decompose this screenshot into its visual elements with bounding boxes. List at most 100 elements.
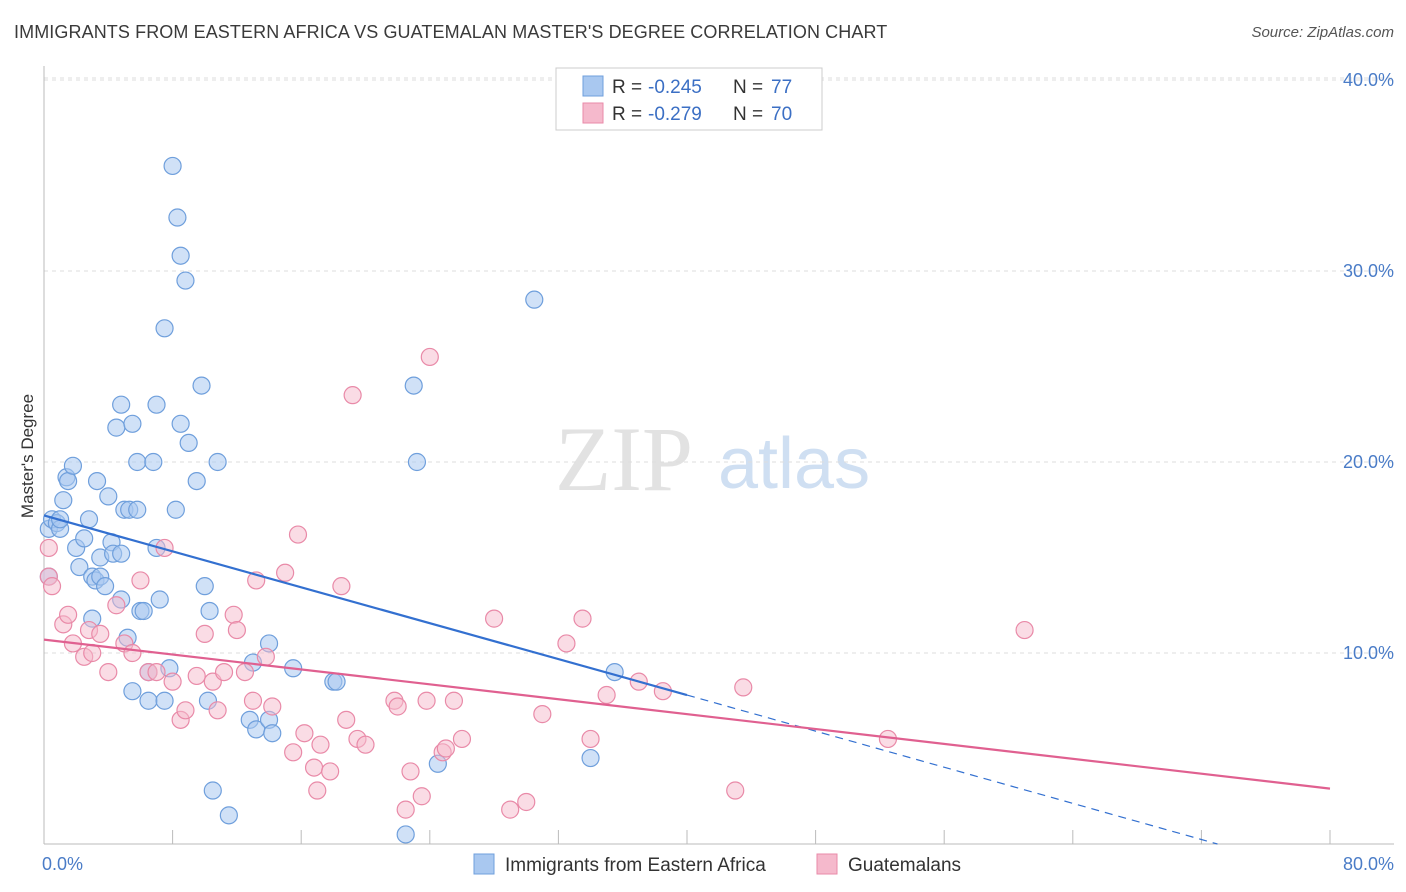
point-eastern-africa-31 [123, 414, 142, 433]
point-guatemalans-36 [295, 724, 314, 743]
point-guatemalans-56 [452, 729, 472, 749]
point-guatemalans-34 [284, 743, 303, 762]
y-tick-label-1: 20.0% [1343, 452, 1394, 472]
point-eastern-africa-17 [87, 472, 107, 491]
trend-line-eastern-africa [43, 514, 688, 697]
chart-title: IMMIGRANTS FROM EASTERN AFRICA VS GUATEM… [14, 22, 888, 42]
source-label: Source: ZipAtlas.com [1251, 24, 1394, 41]
point-guatemalans-31 [256, 647, 275, 666]
point-eastern-africa-74 [525, 290, 544, 309]
series-eastern-africa-points [39, 156, 624, 844]
point-guatemalans-52 [420, 347, 439, 367]
point-eastern-africa-58 [203, 781, 222, 800]
legend-n-value-2: 70 [771, 104, 792, 125]
point-eastern-africa-48 [168, 208, 187, 227]
point-guatemalans-13 [123, 643, 142, 663]
point-guatemalans-58 [501, 800, 520, 819]
point-eastern-africa-12 [75, 529, 94, 548]
point-guatemalans-61 [557, 634, 576, 653]
point-guatemalans-27 [227, 620, 246, 640]
bottom-legend-label-eastern-africa: Immigrants from Eastern Africa [505, 855, 766, 876]
point-guatemalans-4 [59, 605, 78, 624]
point-guatemalans-20 [176, 701, 195, 720]
point-eastern-africa-25 [112, 544, 131, 563]
point-guatemalans-11 [107, 596, 126, 615]
point-guatemalans-45 [356, 735, 375, 754]
point-eastern-africa-6 [54, 491, 73, 510]
point-guatemalans-28 [235, 662, 255, 682]
point-guatemalans-25 [214, 662, 234, 682]
point-guatemalans-14 [131, 571, 150, 590]
point-eastern-africa-69 [327, 672, 346, 691]
point-guatemalans-66 [653, 682, 672, 701]
point-eastern-africa-46 [163, 156, 182, 176]
point-guatemalans-70 [1015, 620, 1034, 640]
point-guatemalans-55 [444, 691, 464, 710]
point-eastern-africa-75 [581, 748, 600, 768]
point-eastern-africa-42 [150, 590, 169, 609]
y-tick-label-0: 10.0% [1343, 643, 1394, 663]
point-guatemalans-37 [304, 758, 324, 777]
point-eastern-africa-47 [166, 500, 185, 519]
point-guatemalans-18 [163, 672, 182, 691]
y-tick-labels: 10.0% 20.0% 30.0% 40.0% [1343, 70, 1394, 663]
axes [43, 66, 1394, 845]
point-guatemalans-49 [401, 762, 420, 781]
legend-n-label-2: N = [733, 104, 763, 125]
y-tick-label-2: 30.0% [1343, 261, 1394, 281]
x-tick-labels: 0.0% 80.0% [42, 854, 1394, 874]
point-guatemalans-21 [187, 666, 206, 686]
watermark-zip: ZIP [555, 408, 693, 510]
grid-lines [44, 77, 1394, 654]
point-guatemalans-47 [388, 697, 407, 716]
point-eastern-africa-21 [99, 487, 118, 506]
legend-r-value-1: -0.245 [648, 77, 702, 98]
point-guatemalans-33 [276, 563, 295, 582]
point-guatemalans-60 [533, 705, 552, 724]
legend-n-value-1: 77 [771, 77, 792, 98]
point-guatemalans-67 [726, 781, 745, 800]
point-guatemalans-22 [195, 624, 214, 644]
point-eastern-africa-44 [155, 319, 174, 338]
bottom-legend-swatch-pink [816, 853, 838, 875]
point-eastern-africa-9 [63, 456, 83, 475]
point-guatemalans-68 [734, 678, 753, 697]
x-tick-label-1: 80.0% [1343, 854, 1394, 874]
point-eastern-africa-41 [147, 395, 166, 414]
point-eastern-africa-39 [144, 452, 163, 472]
point-eastern-africa-43 [155, 691, 174, 710]
point-eastern-africa-37 [139, 691, 158, 710]
point-guatemalans-16 [147, 662, 166, 682]
point-guatemalans-29 [243, 691, 263, 710]
point-guatemalans-42 [337, 710, 356, 729]
point-guatemalans-39 [311, 735, 330, 754]
correlation-legend: R = -0.245 N = 77 R = -0.279 N = 70 [555, 67, 823, 131]
point-eastern-africa-59 [208, 452, 227, 472]
point-guatemalans-48 [396, 800, 415, 819]
series-legend: Immigrants from Eastern Africa Guatemala… [473, 853, 961, 876]
point-eastern-africa-51 [176, 271, 195, 290]
point-eastern-africa-50 [171, 246, 190, 265]
legend-r-value-2: -0.279 [648, 104, 702, 125]
bottom-legend-swatch-blue [473, 853, 495, 875]
point-eastern-africa-11 [70, 557, 89, 577]
point-guatemalans-51 [417, 691, 436, 710]
point-guatemalans-8 [83, 643, 102, 663]
y-axis-label: Master's Degree [18, 394, 37, 518]
point-guatemalans-35 [288, 525, 308, 544]
legend-r-label-2: R = [612, 104, 642, 125]
point-eastern-africa-53 [187, 472, 206, 491]
trend-line-eastern-africa-extension [686, 694, 1218, 845]
point-eastern-africa-33 [128, 452, 147, 472]
legend-r-label-1: R = [612, 77, 642, 98]
point-eastern-africa-71 [404, 376, 423, 395]
point-guatemalans-54 [436, 739, 455, 758]
point-guatemalans-64 [597, 685, 616, 705]
point-guatemalans-57 [485, 609, 504, 628]
point-guatemalans-41 [332, 577, 351, 596]
point-eastern-africa-60 [219, 806, 238, 825]
series-guatemalans-points [39, 347, 1034, 819]
point-guatemalans-10 [99, 662, 118, 682]
point-eastern-africa-20 [95, 577, 115, 596]
